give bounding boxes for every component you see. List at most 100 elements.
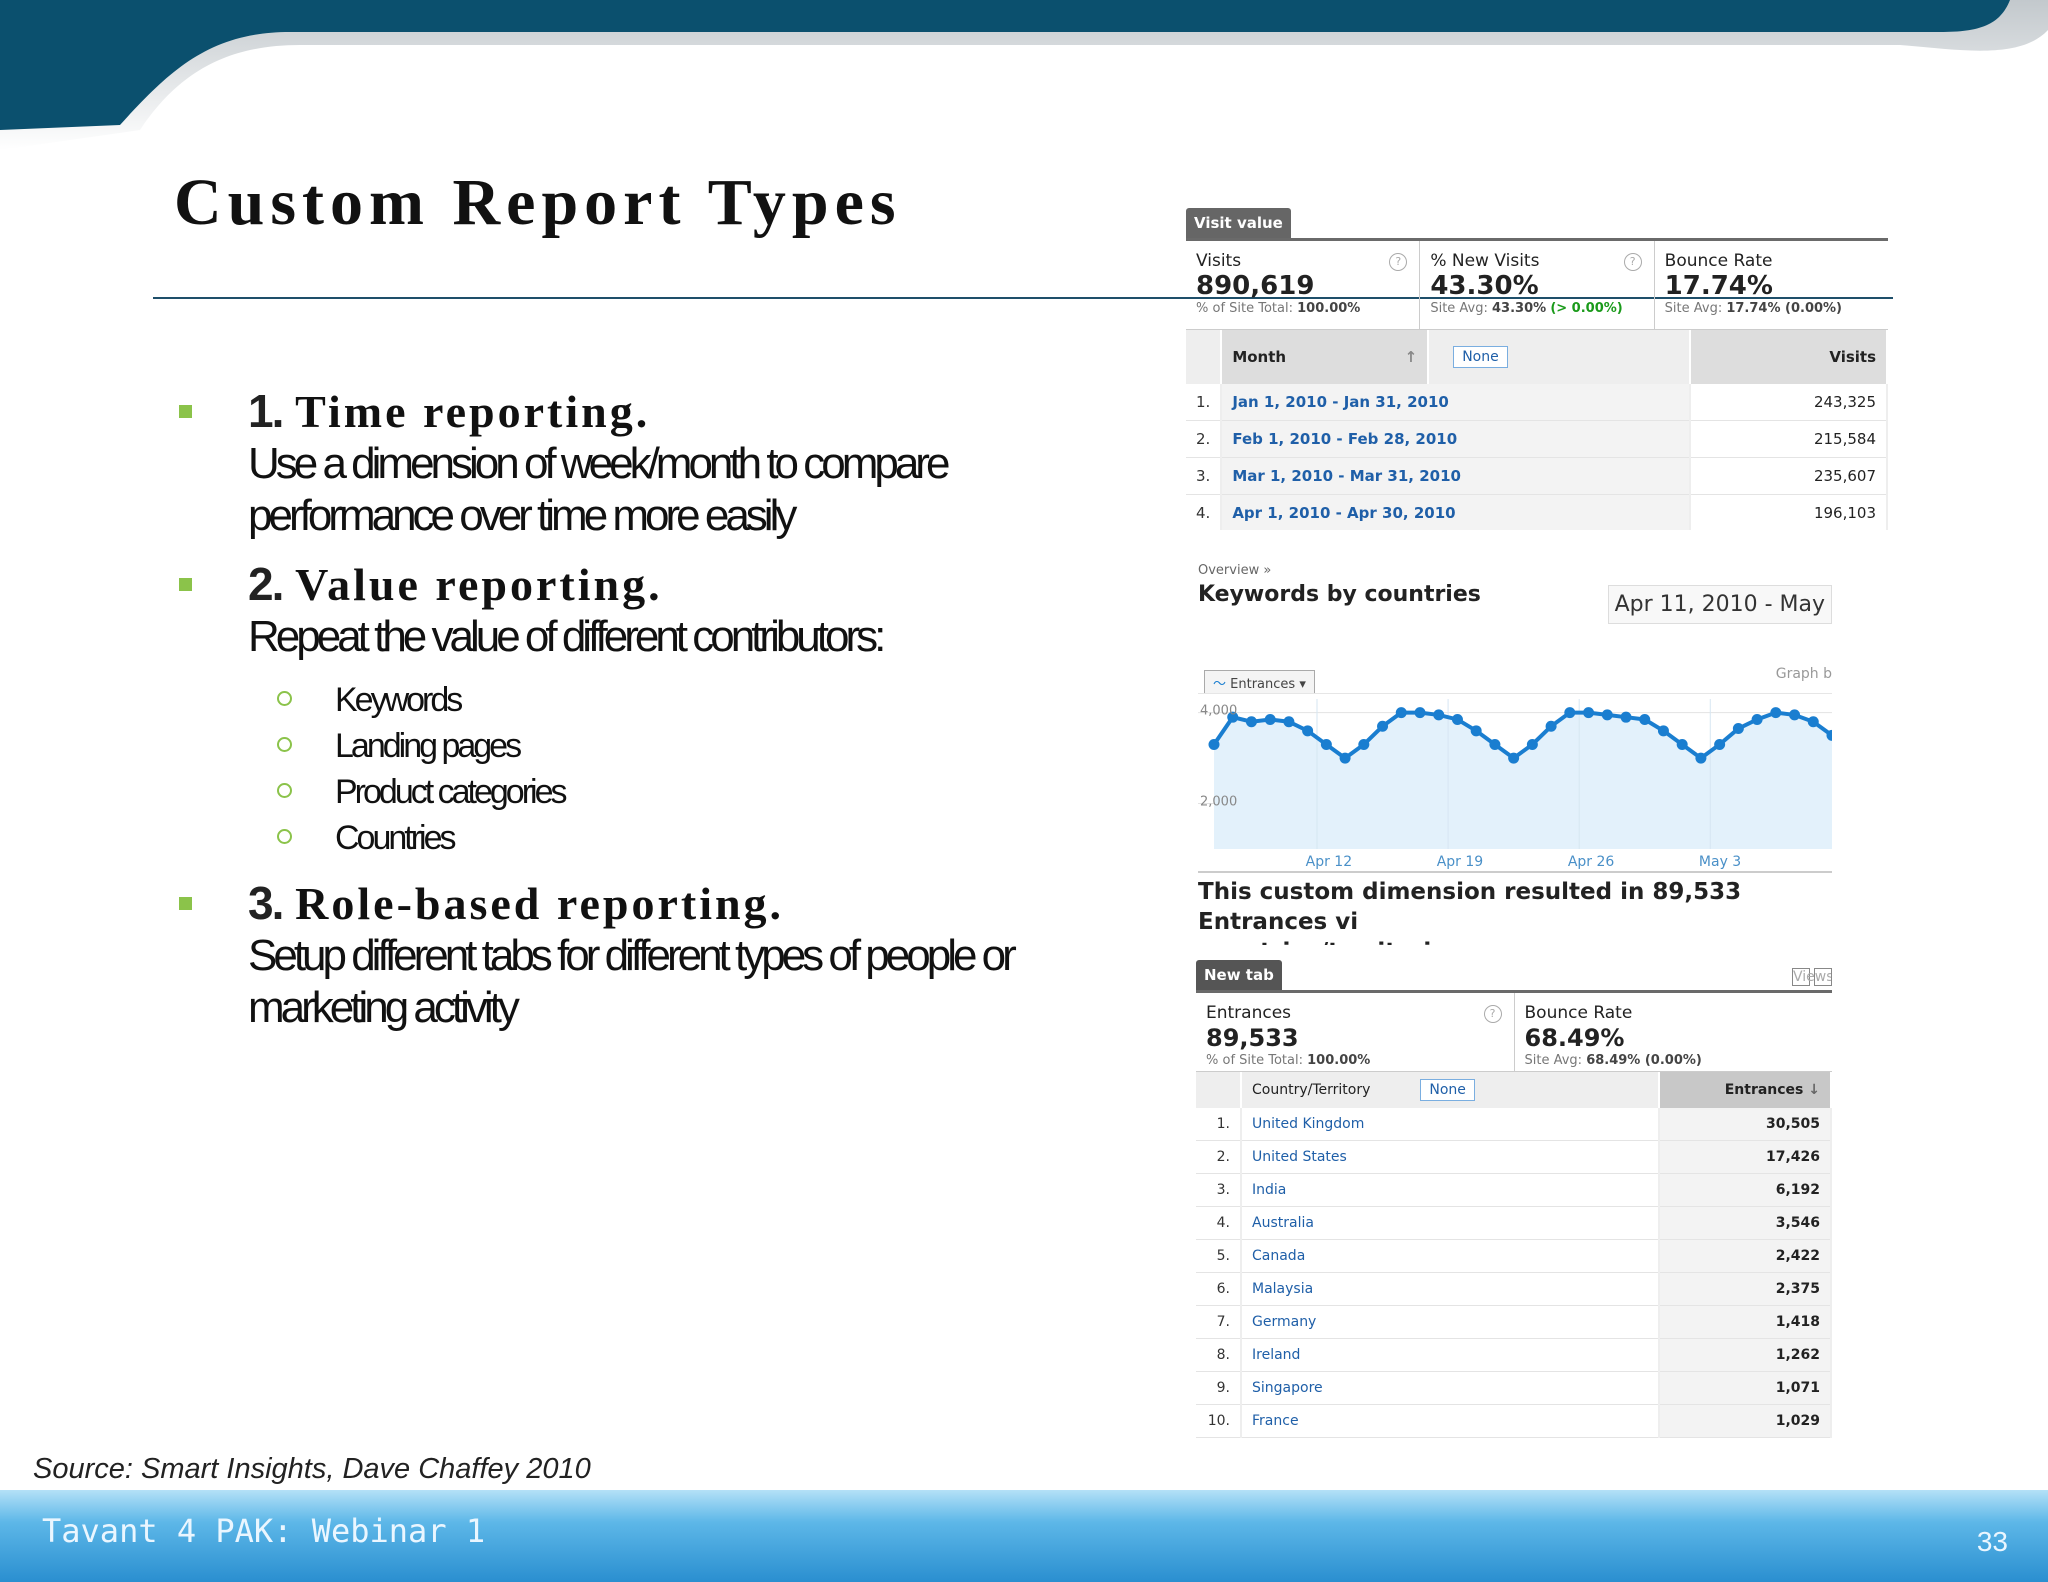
data-point — [1807, 716, 1819, 728]
data-point — [1395, 707, 1407, 719]
column-header-country[interactable]: Country/Territory None — [1241, 1072, 1660, 1108]
data-point — [1676, 738, 1688, 750]
data-point — [1526, 738, 1538, 750]
data-point — [1245, 716, 1257, 728]
row-link[interactable]: Mar 1, 2010 - Mar 31, 2010 — [1232, 467, 1461, 485]
data-point — [1714, 738, 1726, 750]
circle-bullet-icon — [277, 737, 292, 752]
bullet-number: 2. — [248, 558, 284, 610]
column-header-entrances[interactable]: Entrances ↓ — [1659, 1072, 1832, 1108]
keywords-by-countries-report: Overview » Keywords by countries Apr 11,… — [1186, 555, 1832, 945]
month-visits-table: Month ↑ None Visits 1. Jan 1, 2010 - Jan … — [1186, 330, 1888, 530]
table-row: 6. Malaysia 2,375 — [1196, 1272, 1832, 1306]
row-number: 6. — [1196, 1272, 1242, 1306]
scorecard-row: Entrances 89,533 % of Site Total: 100.00… — [1196, 993, 1832, 1072]
scorecard-bounce-rate: Bounce Rate 17.74% Site Avg: 17.74% (0.0… — [1664, 251, 1842, 316]
data-point — [1264, 713, 1276, 725]
breadcrumb[interactable]: Overview » — [1198, 563, 1272, 578]
views-selector[interactable]: Views: — [1792, 968, 1832, 986]
data-point — [1789, 709, 1801, 721]
table-row: 1. United Kingdom 30,505 — [1196, 1108, 1832, 1141]
data-point — [1545, 720, 1557, 732]
column-header-visits[interactable]: Visits — [1690, 330, 1888, 384]
graph-by-label[interactable]: Graph b — [1775, 666, 1832, 682]
table-row: 10. France 1,029 — [1196, 1404, 1832, 1438]
country-link[interactable]: Ireland — [1252, 1347, 1301, 1363]
row-number: 8. — [1196, 1338, 1242, 1372]
data-point — [1770, 707, 1782, 719]
data-point — [1601, 709, 1613, 721]
bullet-role-reporting: 3. Role-based reporting. Setup different… — [170, 877, 1030, 1034]
data-point — [1377, 720, 1389, 732]
footer-bar: Tavant 4 PAK: Webinar 1 33 — [0, 1490, 2048, 1582]
scorecard-bounce-rate: Bounce Rate 68.49% Site Avg: 68.49% (0.0… — [1524, 1003, 1702, 1068]
circle-bullet-icon — [277, 691, 292, 706]
scorecard-entrances: Entrances 89,533 % of Site Total: 100.00… — [1196, 993, 1515, 1071]
table-row: 5. Canada 2,422 — [1196, 1239, 1832, 1273]
data-point — [1208, 738, 1220, 750]
metric-select-button[interactable]: 〜 Entrances ▾ — [1204, 670, 1315, 695]
entrances-value: 1,418 — [1659, 1305, 1832, 1339]
sub-bullet-item: Countries — [248, 815, 1030, 861]
circle-bullet-icon — [277, 783, 292, 798]
row-number: 10. — [1196, 1404, 1242, 1438]
country-link[interactable]: Malaysia — [1252, 1281, 1314, 1297]
header-band — [0, 0, 2048, 150]
country-link[interactable]: United States — [1252, 1149, 1347, 1165]
country-link[interactable]: France — [1252, 1413, 1299, 1429]
country-link[interactable]: India — [1252, 1182, 1287, 1198]
y-tick-label: 2,000 — [1200, 795, 1237, 810]
help-icon[interactable]: ? — [1389, 253, 1408, 271]
table-row: 7. Germany 1,418 — [1196, 1305, 1832, 1339]
row-link[interactable]: Jan 1, 2010 - Jan 31, 2010 — [1232, 393, 1449, 411]
x-tick-label: Apr 12 — [1306, 854, 1352, 870]
sub-bullet-item: Landing pages — [248, 723, 1030, 769]
line-chart-icon: 〜 — [1213, 677, 1227, 692]
help-icon[interactable]: ? — [1623, 253, 1642, 271]
help-icon[interactable]: ? — [1483, 1005, 1502, 1023]
date-range-selector[interactable]: Apr 11, 2010 - May — [1607, 585, 1832, 624]
country-entrances-report: New tab Views: Entrances 89,533 % of Sit… — [1196, 960, 1832, 1450]
bullet-time-reporting: 1. Time reporting. Use a dimension of we… — [170, 385, 1030, 542]
secondary-dimension-select[interactable]: None — [1453, 346, 1508, 368]
country-link[interactable]: United Kingdom — [1252, 1116, 1365, 1132]
country-link[interactable]: Germany — [1252, 1314, 1317, 1330]
data-point — [1508, 752, 1520, 764]
column-header-month[interactable]: Month ↑ — [1221, 330, 1430, 384]
row-number: 7. — [1196, 1305, 1242, 1339]
entrances-value: 3,546 — [1659, 1206, 1832, 1240]
bullet-value-reporting: 2. Value reporting. Repeat the value of … — [170, 558, 1030, 861]
secondary-dimension-select[interactable]: None — [1420, 1079, 1475, 1101]
bullet-description: Use a dimension of week/month to compare… — [248, 439, 950, 540]
bullet-number: 3. — [248, 877, 284, 929]
row-link[interactable]: Apr 1, 2010 - Apr 30, 2010 — [1232, 504, 1456, 522]
square-bullet-icon — [179, 405, 192, 418]
table-row: 9. Singapore 1,071 — [1196, 1371, 1832, 1405]
entrances-value: 2,375 — [1659, 1272, 1832, 1306]
y-tick-label: 4,000 — [1200, 704, 1237, 719]
data-point — [1732, 723, 1744, 735]
tab-visit-value[interactable]: Visit value — [1186, 208, 1291, 238]
row-number: 9. — [1196, 1371, 1242, 1405]
country-link[interactable]: Canada — [1252, 1248, 1306, 1264]
square-bullet-icon — [179, 578, 192, 591]
sub-bullet-item: Product categories — [248, 769, 1030, 815]
sort-down-icon: ↓ — [1808, 1082, 1820, 1098]
title-divider — [153, 297, 1893, 299]
tab-new-tab[interactable]: New tab — [1196, 960, 1282, 990]
data-point — [1339, 752, 1351, 764]
entrances-value: 30,505 — [1659, 1108, 1832, 1141]
data-point — [1302, 725, 1314, 737]
table-row: 3. India 6,192 — [1196, 1173, 1832, 1207]
data-point — [1620, 711, 1632, 723]
data-point — [1826, 729, 1832, 741]
country-link[interactable]: Australia — [1252, 1215, 1314, 1231]
data-point — [1433, 709, 1445, 721]
entrances-value: 17,426 — [1659, 1140, 1832, 1174]
country-link[interactable]: Singapore — [1252, 1380, 1323, 1396]
circle-bullet-icon — [277, 829, 292, 844]
table-row: 4. Australia 3,546 — [1196, 1206, 1832, 1240]
row-link[interactable]: Feb 1, 2010 - Feb 28, 2010 — [1232, 430, 1458, 448]
data-point — [1695, 752, 1707, 764]
sub-bullet-item: Keywords — [248, 677, 1030, 723]
